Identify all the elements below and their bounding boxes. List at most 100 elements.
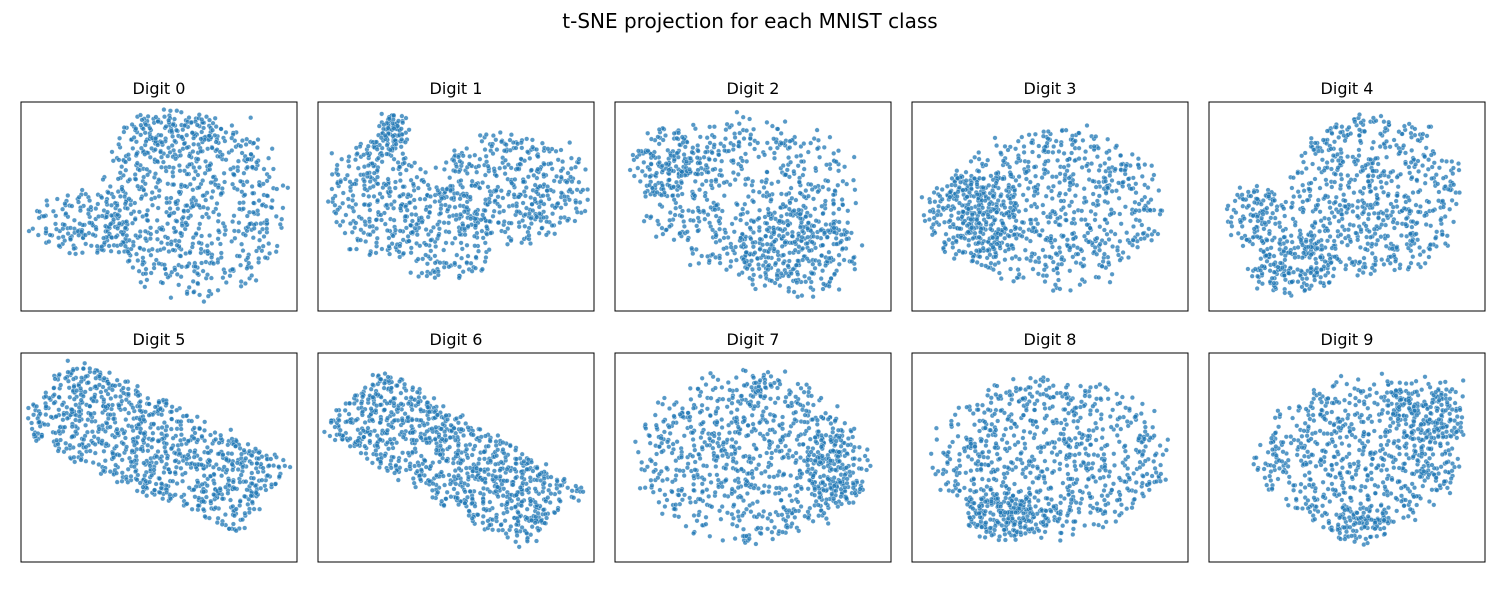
scatter-point: [1380, 210, 1386, 216]
scatter-point: [385, 176, 391, 182]
scatter-point: [165, 181, 171, 187]
scatter-point: [1416, 168, 1422, 174]
scatter-point: [435, 187, 441, 193]
scatter-point: [1084, 123, 1090, 128]
panel-0: Digit 0: [20, 79, 298, 312]
scatter-point: [817, 261, 823, 267]
scatter-point: [765, 255, 771, 260]
scatter-point: [374, 167, 380, 173]
scatter-point: [137, 233, 143, 239]
scatter-point: [1271, 280, 1277, 286]
scatter-point: [1042, 279, 1048, 285]
scatter-point: [1245, 189, 1251, 195]
scatter-point: [764, 140, 770, 146]
scatter-point: [109, 234, 115, 240]
scatter-point: [1378, 173, 1384, 179]
scatter-point: [244, 213, 250, 219]
scatter-point: [164, 209, 170, 215]
scatter-point: [411, 197, 417, 203]
scatter-point: [1118, 153, 1124, 158]
scatter-point: [955, 175, 961, 181]
scatter-point: [1456, 161, 1461, 167]
scatter-point: [208, 275, 214, 281]
scatter-point: [381, 126, 386, 132]
scatter-point: [1276, 220, 1282, 226]
scatter-point: [425, 232, 431, 237]
scatter-point: [453, 212, 459, 218]
scatter-point: [490, 151, 496, 157]
scatter-point: [774, 273, 780, 278]
scatter-point: [189, 130, 195, 136]
scatter-point: [264, 226, 270, 232]
scatter-point: [134, 251, 139, 257]
scatter-point: [1079, 277, 1085, 283]
scatter-point: [994, 241, 1000, 247]
scatter-point: [842, 164, 848, 170]
scatter-point: [792, 140, 798, 146]
scatter-point: [995, 198, 1001, 203]
scatter-point: [817, 154, 823, 160]
scatter-point: [462, 232, 468, 238]
scatter-point: [69, 203, 75, 209]
scatter-point: [1097, 224, 1103, 230]
scatter-point: [522, 223, 528, 229]
scatter-point: [667, 217, 673, 223]
scatter-point: [182, 123, 188, 129]
scatter-point: [171, 210, 177, 216]
scatter-point: [240, 206, 246, 212]
scatter-point: [441, 166, 447, 172]
scatter-point: [748, 258, 754, 264]
scatter-point: [236, 228, 242, 234]
scatter-point: [794, 153, 800, 159]
scatter-point: [447, 175, 453, 181]
scatter-point: [985, 212, 991, 218]
scatter-point: [721, 235, 727, 241]
scatter-point: [197, 292, 203, 298]
scatter-point: [1314, 269, 1320, 275]
scatter-point: [1057, 171, 1063, 177]
scatter-point: [690, 251, 696, 257]
scatter-point: [406, 238, 412, 244]
scatter-point: [210, 127, 215, 133]
scatter-point: [645, 130, 651, 136]
scatter-point: [655, 134, 661, 140]
scatter-point: [113, 234, 119, 240]
scatter-point: [428, 228, 434, 234]
scatter-point: [390, 233, 396, 239]
scatter-point: [353, 220, 359, 226]
scatter-point: [1433, 172, 1439, 178]
scatter-point: [130, 145, 136, 151]
scatter-point: [166, 145, 172, 151]
scatter-point: [1388, 170, 1394, 175]
scatter-point: [149, 190, 155, 195]
scatter-point: [1043, 159, 1049, 165]
scatter-point: [200, 268, 206, 274]
scatter-point: [1233, 210, 1239, 215]
scatter-point: [138, 122, 144, 128]
scatter-point: [1318, 280, 1323, 285]
scatter-point: [1015, 138, 1021, 144]
scatter-point: [479, 138, 485, 144]
scatter-point: [216, 212, 222, 218]
scatter-point: [176, 238, 182, 244]
scatter-point: [1101, 251, 1107, 257]
scatter-point: [363, 239, 369, 244]
scatter-point: [1061, 164, 1067, 170]
scatter-point: [1389, 246, 1395, 252]
scatter-point: [771, 229, 777, 235]
scatter-point: [1357, 259, 1363, 265]
scatter-point: [485, 163, 491, 169]
scatter-point: [419, 219, 425, 225]
scatter-point: [1348, 131, 1354, 137]
scatter-point: [1112, 166, 1118, 172]
scatter-point: [974, 217, 980, 223]
scatter-point: [562, 194, 567, 199]
scatter-point: [1123, 163, 1129, 169]
scatter-point: [1067, 180, 1073, 186]
scatter-point: [841, 257, 847, 263]
scatter-point: [384, 151, 390, 157]
scatter-point: [733, 215, 739, 221]
scatter-point: [76, 199, 81, 205]
scatter-point: [740, 158, 746, 164]
scatter-point: [751, 230, 756, 235]
